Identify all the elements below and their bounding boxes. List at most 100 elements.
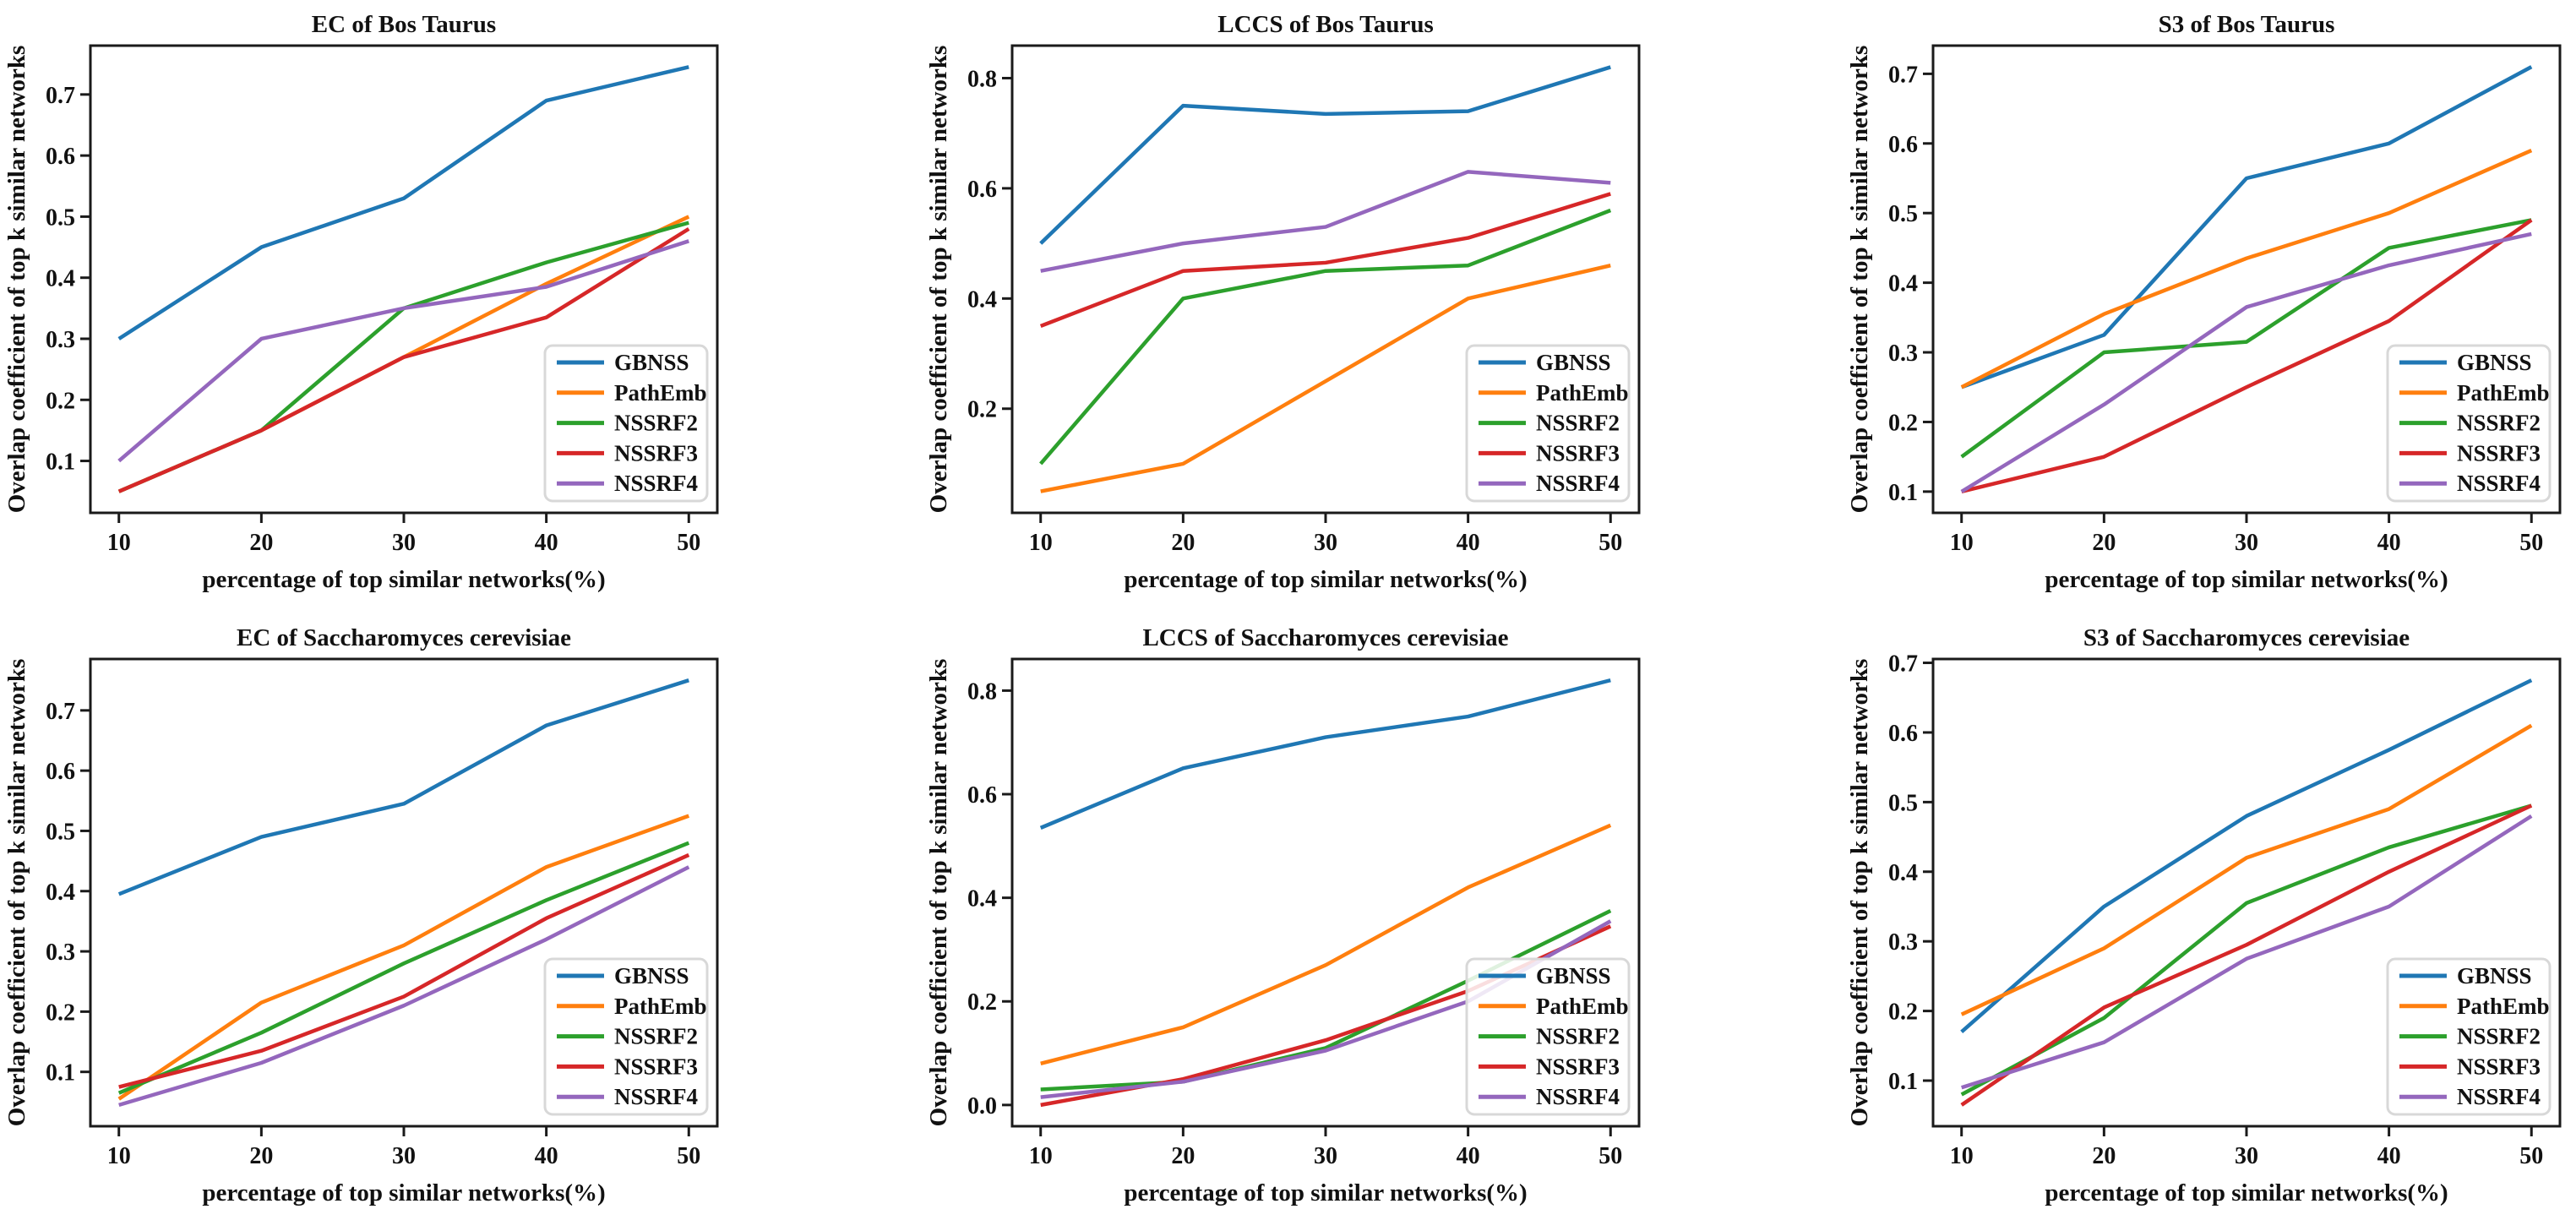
- y-tick-label: 0.4: [1888, 271, 1918, 297]
- series-line-nssrf4: [1961, 814, 2533, 1090]
- x-tick-label: 40: [535, 530, 558, 556]
- x-axis-label: percentage of top similar networks(%): [1124, 566, 1527, 593]
- x-tick-label: 40: [1457, 530, 1480, 556]
- series-line-gbnss: [1039, 678, 1611, 830]
- y-axis-label: Overlap coefficient of top k similar net…: [925, 659, 952, 1127]
- legend-label: PathEmb: [614, 380, 707, 406]
- series-line-nssrf3: [1039, 192, 1611, 329]
- x-tick-label: 20: [249, 1143, 273, 1169]
- series-line-nssrf3: [117, 226, 690, 493]
- x-tick-label: 30: [2235, 530, 2258, 556]
- y-tick-label: 0.3: [46, 940, 75, 966]
- chart-title: S3 of Saccharomyces cerevisiae: [2083, 624, 2410, 651]
- x-axis-label: percentage of top similar networks(%): [2045, 1179, 2448, 1206]
- legend: GBNSS PathEmb NSSRF2 NSSRF3 NSSRF4: [1465, 957, 1631, 1116]
- y-tick-label: 0.7: [46, 83, 75, 109]
- y-tick-label: 0.6: [46, 144, 75, 170]
- x-tick-label: 10: [1029, 1143, 1053, 1169]
- legend-label: NSSRF2: [2457, 1024, 2541, 1049]
- y-tick-label: 0.8: [967, 678, 997, 705]
- x-tick-label: 50: [677, 1143, 700, 1169]
- series-line-nssrf4: [118, 865, 690, 1108]
- y-tick-label: 0.4: [46, 880, 75, 906]
- legend-box: [2386, 344, 2551, 503]
- legend-label: GBNSS: [614, 963, 689, 989]
- legend-label: PathEmb: [614, 994, 707, 1019]
- legend-label: GBNSS: [2457, 350, 2532, 375]
- x-tick-label: 20: [2092, 1143, 2116, 1169]
- y-tick-label: 0.2: [967, 397, 997, 423]
- y-axis-label: Overlap coefficient of top k similar net…: [1846, 659, 1873, 1127]
- chart-title: S3 of Bos Taurus: [2159, 11, 2335, 38]
- y-tick-label: 0.3: [46, 327, 75, 353]
- legend-label: NSSRF3: [614, 1054, 698, 1079]
- series-line-nssrf4: [1040, 170, 1611, 273]
- x-tick-label: 20: [1171, 1143, 1195, 1169]
- x-tick-label: 20: [249, 530, 273, 556]
- y-tick-label: 0.2: [1888, 410, 1918, 436]
- x-tick-label: 10: [107, 1143, 131, 1169]
- y-tick-label: 0.3: [1888, 929, 1918, 956]
- y-axis-label: Overlap coefficient of top k similar net…: [925, 46, 952, 514]
- y-tick-label: 0.7: [46, 699, 75, 725]
- legend-label: NSSRF2: [614, 411, 698, 436]
- x-axis-label: percentage of top similar networks(%): [202, 566, 605, 593]
- y-tick-label: 0.3: [1888, 340, 1918, 367]
- y-tick-label: 0.6: [46, 759, 75, 785]
- y-tick-label: 0.4: [46, 266, 75, 292]
- x-tick-label: 10: [107, 530, 131, 556]
- x-axis-label: percentage of top similar networks(%): [1124, 1179, 1527, 1206]
- series-line-nssrf2: [1040, 908, 1612, 1092]
- x-tick-label: 40: [2377, 530, 2401, 556]
- chart-panel: 10 20 30 40 50 0.1 0.2 0.3 0.4 0.5 0.6 0.7 EC of Bos…: [3, 11, 719, 593]
- legend-box: [1465, 957, 1631, 1116]
- series-line-pathemb: [1960, 148, 2533, 389]
- y-tick-label: 0.6: [1888, 721, 1918, 747]
- series-line-nssrf3: [118, 852, 690, 1089]
- legend: GBNSS PathEmb NSSRF2 NSSRF3 NSSRF4: [2386, 344, 2551, 503]
- series-line-gbnss: [117, 678, 689, 896]
- y-tick-label: 0.2: [46, 999, 75, 1026]
- legend-box: [2386, 957, 2551, 1116]
- legend-box: [543, 344, 709, 503]
- series-line-pathemb: [117, 814, 690, 1101]
- series-line-pathemb: [1960, 723, 2533, 1016]
- x-tick-label: 30: [2235, 1143, 2258, 1169]
- x-tick-label: 10: [1950, 1143, 1974, 1169]
- y-axis-label: Overlap coefficient of top k similar net…: [1846, 46, 1873, 514]
- x-tick-label: 30: [392, 530, 416, 556]
- x-tick-label: 50: [2519, 530, 2543, 556]
- y-tick-label: 0.2: [1888, 999, 1918, 1026]
- legend-label: NSSRF3: [2457, 440, 2541, 466]
- x-tick-label: 20: [2092, 530, 2116, 556]
- legend-label: GBNSS: [1536, 963, 1611, 989]
- y-tick-label: 0.5: [46, 819, 75, 845]
- series-line-nssrf2: [117, 841, 690, 1095]
- y-tick-label: 0.5: [1888, 201, 1918, 227]
- y-tick-label: 0.5: [1888, 790, 1918, 816]
- series-line-gbnss: [117, 65, 689, 340]
- legend-label: NSSRF2: [2457, 411, 2541, 436]
- legend-label: NSSRF3: [2457, 1054, 2541, 1079]
- legend-label: PathEmb: [1536, 380, 1629, 406]
- series-line-nssrf3: [1961, 218, 2533, 494]
- x-tick-label: 50: [2519, 1143, 2543, 1169]
- chart-panel: 10 20 30 40 50 0.2 0.4 0.6 0.8 LCCS of Bos Taurus…: [925, 11, 1641, 593]
- x-tick-label: 30: [1314, 1143, 1337, 1169]
- legend-label: GBNSS: [1536, 350, 1611, 375]
- series-line-gbnss: [1960, 65, 2533, 389]
- y-tick-label: 0.2: [967, 989, 997, 1016]
- y-tick-label: 0.1: [1888, 480, 1918, 506]
- legend-label: NSSRF3: [614, 440, 698, 466]
- y-tick-label: 0.5: [46, 204, 75, 231]
- x-tick-label: 10: [1029, 530, 1053, 556]
- x-tick-label: 10: [1950, 530, 1974, 556]
- y-tick-label: 0.6: [967, 177, 997, 203]
- y-axis-label: Overlap coefficient of top k similar net…: [3, 46, 30, 514]
- chart-title: EC of Saccharomyces cerevisiae: [237, 624, 571, 651]
- y-tick-label: 0.4: [967, 286, 997, 313]
- chart-title: LCCS of Saccharomyces cerevisiae: [1142, 624, 1508, 651]
- legend-box: [543, 957, 709, 1116]
- y-tick-label: 0.4: [1888, 860, 1918, 886]
